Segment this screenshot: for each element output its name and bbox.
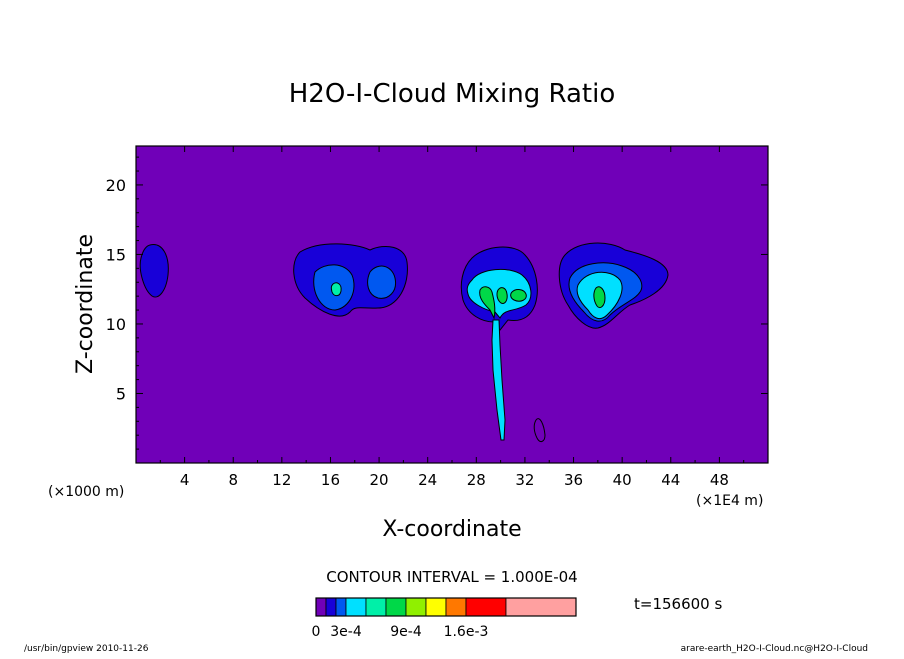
x-tick-label: 16 (321, 471, 340, 489)
x-tick-label: 28 (467, 471, 486, 489)
colorbar-swatch (465, 597, 507, 617)
contour-cell-16-core (330, 282, 342, 297)
footer-left: /usr/bin/gpview 2010-11-26 (24, 644, 149, 654)
x-axis-ticks: 4 8 12 16 20 24 28 32 36 40 44 48 (159, 146, 745, 489)
contour-cell-37-core (593, 286, 606, 309)
x-unit-left: (×1000 m) (48, 484, 124, 500)
footer-right: arare-earth_H2O-I-Cloud.nc@H2O-I-Cloud (681, 644, 868, 654)
contour-cell-29-inner (479, 286, 496, 320)
contour-interval-label: CONTOUR INTERVAL = 1.000E-04 (326, 568, 577, 586)
contour-left-cell (139, 244, 169, 298)
colorbar (315, 597, 577, 617)
colorbar-swatch (325, 597, 337, 617)
colorbar-swatch (335, 597, 347, 617)
plot-background (136, 146, 768, 463)
colorbar-tick-label: 1.6e-3 (444, 624, 489, 640)
x-axis-label: X-coordinate (382, 517, 521, 542)
x-tick-label: 40 (613, 471, 632, 489)
colorbar-swatch (405, 597, 427, 617)
y-tick-label: 5 (116, 384, 126, 403)
colorbar-tick-label: 9e-4 (390, 624, 422, 640)
colorbar-swatch (385, 597, 407, 617)
y-axis-label: Z-coordinate (73, 234, 98, 374)
colorbar-tick-label: 3e-4 (330, 624, 362, 640)
colorbar-tick-label: 0 (312, 624, 321, 640)
y-tick-label: 15 (106, 245, 126, 264)
colorbar-tick-labels: 0 3e-4 9e-4 1.6e-3 (312, 624, 489, 640)
contour-cell-29-inner3 (510, 289, 527, 302)
x-tick-label: 12 (272, 471, 291, 489)
colorbar-frame (315, 597, 577, 617)
contour-fills (139, 242, 669, 443)
x-tick-label: 4 (180, 471, 190, 489)
y-tick-label: 10 (106, 315, 126, 334)
contour-low-feature (533, 418, 546, 443)
colorbar-swatch (365, 597, 387, 617)
x-tick-label: 20 (370, 471, 389, 489)
x-tick-label: 8 (228, 471, 238, 489)
x-tick-label: 48 (710, 471, 729, 489)
contour-stem-29 (491, 319, 506, 441)
contour-cell-29-inner2 (496, 287, 508, 304)
colorbar-swatch (425, 597, 447, 617)
x-tick-label: 24 (418, 471, 437, 489)
time-label: t=156600 s (634, 595, 722, 613)
colorbar-swatch (445, 597, 467, 617)
colorbar-swatch (345, 597, 367, 617)
x-tick-label: 32 (515, 471, 534, 489)
y-axis-ticks: 5 10 15 20 (106, 156, 768, 450)
x-tick-label: 44 (661, 471, 680, 489)
x-tick-label: 36 (564, 471, 583, 489)
contour-cell-20-inner (367, 265, 397, 299)
colorbar-swatch (315, 597, 327, 617)
colorbar-swatch (505, 597, 577, 617)
y-tick-label: 20 (106, 176, 126, 195)
chart-title: H2O-I-Cloud Mixing Ratio (289, 79, 616, 109)
x-unit-right: (×1E4 m) (696, 493, 763, 509)
